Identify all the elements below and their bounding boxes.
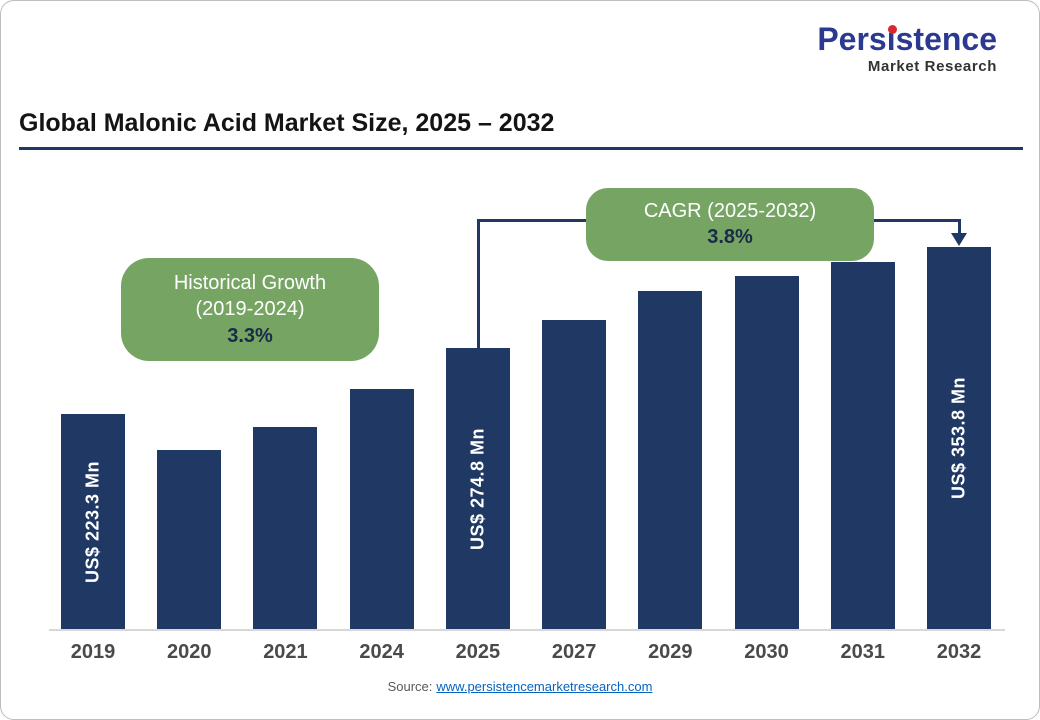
bar-2029	[638, 291, 703, 629]
x-axis-label-2029: 2029	[648, 641, 693, 663]
x-axis-label-2020: 2020	[166, 641, 212, 663]
brand-subtitle: Market Research	[867, 57, 997, 75]
bar-2025: US$ 274.8 Mn	[445, 348, 510, 629]
bar-2030	[734, 276, 799, 629]
brand-logo: Persistence Market Research	[817, 21, 997, 75]
bar-value-label-2019: US$ 223.3 Mn	[82, 460, 103, 583]
source-label: Source:	[387, 679, 433, 694]
bar-2019: US$ 223.3 Mn	[61, 414, 125, 629]
historical-growth-line2: (2019-2024)	[195, 298, 305, 321]
x-axis-labels-row: 2019 2020 2021 2024 2025 2027 2029 2030 2031 2032	[61, 641, 991, 664]
bar-2027	[542, 320, 607, 629]
arrow-down-icon	[951, 233, 967, 246]
x-axis-label-2031: 2031	[840, 641, 886, 663]
logo-red-dot-icon	[888, 25, 898, 34]
x-axis-label-2032: 2032	[936, 641, 982, 663]
x-axis-label-2030: 2030	[744, 641, 789, 663]
source-line: Source: www.persistencemarketresearch.com	[1, 679, 1039, 694]
cagr-value: 3.8%	[707, 226, 753, 249]
bars-row: US$ 223.3 Mn US$ 274.8 Mn US$ 353.8 Mn	[61, 239, 991, 629]
cagr-bracket-right-line	[957, 219, 961, 234]
x-axis-label-2024: 2024	[359, 641, 404, 663]
cagr-bracket-left-line	[476, 219, 480, 348]
x-axis-label-2027: 2027	[551, 641, 597, 663]
bar-2024	[349, 389, 414, 629]
bar-2031	[830, 262, 895, 629]
source-link[interactable]: www.persistencemarketresearch.com	[436, 679, 653, 694]
bar-value-label-2032: US$ 353.8 Mn	[948, 376, 969, 500]
x-axis-line	[49, 629, 1005, 631]
historical-growth-callout: Historical Growth (2019-2024) 3.3%	[121, 258, 379, 362]
title-underline	[19, 147, 1023, 150]
x-axis-label-2021: 2021	[263, 641, 308, 663]
chart-title: Global Malonic Acid Market Size, 2025 – …	[19, 109, 555, 137]
x-axis-label-2025: 2025	[455, 641, 501, 663]
bar-2020	[157, 450, 222, 629]
historical-growth-line1: Historical Growth	[173, 272, 327, 294]
bar-2021	[253, 427, 318, 629]
historical-growth-value: 3.3%	[227, 324, 273, 347]
bar-value-label-2025: US$ 274.8 Mn	[467, 427, 488, 550]
brand-name: Persistence	[817, 21, 997, 57]
cagr-line1: CAGR (2025-2032)	[643, 200, 817, 222]
x-axis-label-2019: 2019	[70, 641, 116, 663]
cagr-callout: CAGR (2025-2032) 3.8%	[586, 188, 874, 261]
bar-2032: US$ 353.8 Mn	[926, 247, 991, 629]
